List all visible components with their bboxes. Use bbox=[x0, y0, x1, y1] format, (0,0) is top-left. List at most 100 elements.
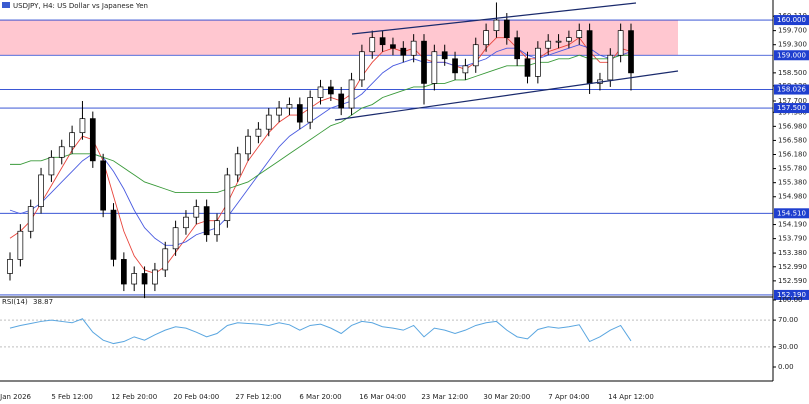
candle-body bbox=[586, 30, 593, 84]
candle-body bbox=[628, 30, 634, 74]
candle-body bbox=[141, 273, 148, 285]
candle-body bbox=[265, 114, 272, 130]
candle-body bbox=[7, 259, 13, 274]
candle-body bbox=[38, 174, 44, 207]
candle-body bbox=[224, 174, 231, 222]
y-tick-label: 156.980 bbox=[778, 122, 807, 130]
candle-body bbox=[410, 40, 417, 56]
candle-body bbox=[152, 269, 158, 285]
candle-body bbox=[493, 19, 500, 31]
candle-body bbox=[483, 30, 489, 46]
lower-trendline bbox=[334, 70, 679, 121]
y-tick-label: 156.580 bbox=[778, 136, 807, 144]
price-level-label: 158.026 bbox=[777, 86, 806, 94]
price-level-label: 152.190 bbox=[777, 291, 806, 299]
candle-body bbox=[276, 107, 282, 116]
rsi-title: RSI(14) bbox=[2, 298, 28, 306]
candle-body bbox=[607, 54, 614, 81]
candle-body bbox=[79, 118, 86, 134]
candle-body bbox=[576, 30, 583, 39]
candle-body bbox=[286, 104, 293, 109]
candle-body bbox=[307, 97, 313, 123]
candle-body bbox=[214, 220, 220, 236]
x-tick-label: 23 Mar 12:00 bbox=[421, 393, 468, 401]
y-tick-label: 158.500 bbox=[778, 69, 807, 77]
y-tick-label: 156.180 bbox=[778, 151, 807, 159]
candle-body bbox=[503, 19, 510, 39]
candle-body bbox=[245, 135, 251, 155]
candle-body bbox=[317, 86, 324, 98]
y-tick-label: 159.300 bbox=[778, 41, 807, 49]
y-tick-label: 153.380 bbox=[778, 249, 807, 257]
price-level-label: 160.000 bbox=[777, 16, 806, 24]
price-level-tag bbox=[774, 289, 809, 300]
y-tick-label: 155.780 bbox=[778, 165, 807, 173]
y-tick-label: 154.190 bbox=[778, 221, 807, 229]
y-tick-label: 30.00 bbox=[778, 343, 798, 351]
x-tick-label: 20 Feb 04:00 bbox=[173, 393, 219, 401]
candle-body bbox=[338, 93, 345, 109]
candle-body bbox=[545, 40, 552, 49]
candle-body bbox=[534, 47, 541, 77]
candle-body bbox=[255, 128, 262, 137]
candle-body bbox=[296, 104, 303, 123]
candle-body bbox=[234, 153, 241, 176]
y-tick-label: 152.590 bbox=[778, 277, 807, 285]
x-tick-label: 5 Feb 12:00 bbox=[51, 393, 92, 401]
price-level-tag bbox=[774, 208, 809, 219]
candle-body bbox=[110, 209, 117, 260]
candle-body bbox=[69, 132, 75, 148]
y-tick-label: 157.700 bbox=[778, 97, 807, 105]
price-level-label: 157.500 bbox=[777, 104, 806, 112]
candle-body bbox=[203, 206, 210, 236]
rsi-last-value: 38.87 bbox=[33, 298, 53, 306]
candle-body bbox=[452, 58, 458, 74]
candle-body bbox=[379, 37, 386, 46]
candle-body bbox=[58, 146, 65, 158]
candle-body bbox=[421, 40, 427, 84]
candle-body bbox=[566, 37, 572, 42]
candle-body bbox=[400, 47, 407, 56]
x-tick-label: 30 Mar 20:00 bbox=[483, 393, 530, 401]
y-tick-label: 0.00 bbox=[778, 363, 794, 371]
candle-body bbox=[120, 259, 127, 285]
y-tick-label: 159.700 bbox=[778, 27, 807, 35]
candle-body bbox=[328, 86, 334, 95]
x-tick-label: 27 Feb 12:00 bbox=[235, 393, 281, 401]
candle-body bbox=[17, 230, 24, 260]
y-tick-label: 100.00 bbox=[778, 296, 803, 304]
candle-body bbox=[524, 58, 531, 77]
candle-body bbox=[617, 30, 624, 56]
price-level-label: 154.510 bbox=[777, 209, 806, 217]
candle-body bbox=[369, 37, 376, 53]
symbol-icon bbox=[2, 2, 10, 8]
price-level-tag bbox=[774, 15, 809, 26]
y-tick-label: 70.00 bbox=[778, 316, 798, 324]
candle-body bbox=[27, 206, 34, 232]
candle-body bbox=[183, 216, 189, 229]
candle-body bbox=[472, 44, 479, 67]
candle-body bbox=[193, 206, 200, 218]
chart-title: USDJPY, H4: US Dollar vs Japanese Yen bbox=[13, 2, 148, 10]
y-tick-label: 155.380 bbox=[778, 179, 807, 187]
x-tick-label: 12 Feb 20:00 bbox=[111, 393, 157, 401]
y-tick-label: 154.980 bbox=[778, 193, 807, 201]
upper-trendline bbox=[351, 2, 637, 35]
x-tick-label: 29 Jan 2026 bbox=[0, 393, 32, 401]
resistance-zone bbox=[0, 20, 678, 56]
candle-body bbox=[431, 51, 438, 84]
candle-body bbox=[348, 79, 355, 109]
candle-body bbox=[172, 227, 179, 250]
candle-body bbox=[462, 65, 469, 74]
candle-body bbox=[359, 51, 365, 81]
x-tick-label: 7 Apr 04:00 bbox=[548, 393, 589, 401]
price-level-tag bbox=[774, 103, 809, 114]
candle-body bbox=[514, 37, 521, 60]
candle-body bbox=[162, 248, 169, 271]
price-level-tag bbox=[774, 50, 809, 61]
price-level-label: 159.000 bbox=[777, 51, 806, 59]
candle-body bbox=[48, 156, 55, 176]
candle-body bbox=[89, 118, 96, 162]
